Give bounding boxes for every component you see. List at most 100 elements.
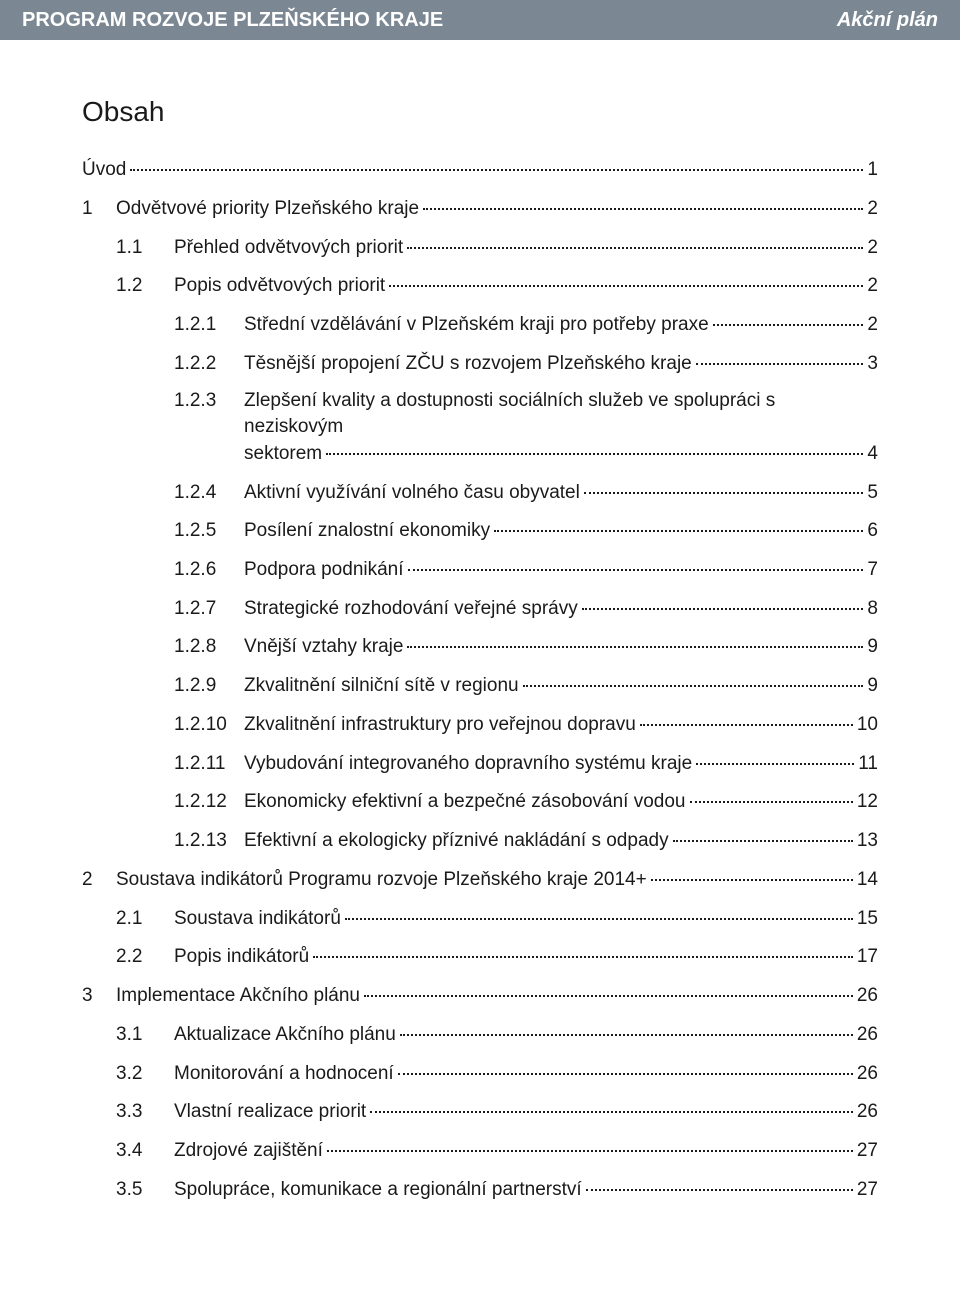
toc-page-number: 11 (858, 751, 878, 777)
toc-row: 3.3Vlastní realizace priorit 26 (82, 1098, 878, 1125)
toc-label: Zdrojové zajištění (174, 1138, 323, 1164)
toc-page-number: 17 (857, 944, 878, 970)
toc-label: Spolupráce, komunikace a regionální part… (174, 1177, 582, 1203)
toc-label: Monitorování a hodnocení (174, 1061, 394, 1087)
toc-number: 1.2.6 (174, 557, 244, 583)
toc-page-number: 9 (867, 673, 878, 699)
toc-row: 1.2.3Zlepšení kvality a dostupnosti soci… (82, 388, 878, 466)
toc-page-number: 12 (857, 789, 878, 815)
toc-label: Zkvalitnění silniční sítě v regionu (244, 673, 519, 699)
toc-row: Úvod 1 (82, 156, 878, 183)
toc-row: 3.1Aktualizace Akčního plánu 26 (82, 1021, 878, 1048)
toc-label: Popis indikátorů (174, 944, 309, 970)
toc-label: Podpora podnikání (244, 557, 404, 583)
toc-label: Odvětvové priority Plzeňského kraje (116, 196, 419, 222)
toc-page-number: 3 (867, 351, 878, 377)
toc-number: 1.2.12 (174, 789, 244, 815)
toc-title: Obsah (82, 96, 878, 128)
toc-page-number: 2 (867, 312, 878, 338)
toc-page-number: 2 (867, 235, 878, 261)
toc-page-number: 14 (857, 867, 878, 893)
toc-number: 2.1 (116, 906, 174, 932)
toc-page-number: 26 (857, 1099, 878, 1125)
toc-leader-dots (494, 513, 863, 532)
toc-leader-dots (696, 346, 864, 365)
toc-row: 1.2.11Vybudování integrovaného dopravníh… (82, 750, 878, 777)
toc-row: 1.2.9Zkvalitnění silniční sítě v regionu… (82, 672, 878, 699)
toc-leader-dots (696, 746, 854, 765)
content-area: Obsah Úvod 11Odvětvové priority Plzeňské… (0, 40, 960, 1202)
toc-number: 2.2 (116, 944, 174, 970)
toc-leader-dots (389, 268, 863, 287)
toc-row: 3Implementace Akčního plánu 26 (82, 982, 878, 1009)
toc-label: Posílení znalostní ekonomiky (244, 518, 490, 544)
toc-leader-dots (423, 191, 863, 210)
toc-number: 1.2.8 (174, 634, 244, 660)
toc-page-number: 2 (867, 273, 878, 299)
toc-page-number: 9 (867, 634, 878, 660)
toc-label: Soustava indikátorů Programu rozvoje Plz… (116, 867, 647, 893)
toc-row: 1.1Přehled odvětvových priorit 2 (82, 233, 878, 260)
toc-label: Soustava indikátorů (174, 906, 341, 932)
toc-number: 1.2.7 (174, 596, 244, 622)
toc-row: 1.2.8Vnější vztahy kraje 9 (82, 633, 878, 660)
toc-label: Aktivní využívání volného času obyvatel (244, 480, 580, 506)
toc-label: Střední vzdělávání v Plzeňském kraji pro… (244, 312, 709, 338)
toc-number: 1.1 (116, 235, 174, 261)
toc-page-number: 27 (857, 1177, 878, 1203)
toc-row: 2.2Popis indikátorů 17 (82, 943, 878, 970)
toc-leader-dots (640, 707, 853, 726)
document-page: PROGRAM ROZVOJE PLZEŇSKÉHO KRAJE Akční p… (0, 0, 960, 1296)
toc-label: Zkvalitnění infrastruktury pro veřejnou … (244, 712, 636, 738)
toc-page-number: 15 (857, 906, 878, 932)
toc-page-number: 10 (857, 712, 878, 738)
toc-row: 1.2.4Aktivní využívání volného času obyv… (82, 478, 878, 505)
toc-number: 1.2.10 (174, 712, 244, 738)
toc-leader-dots (584, 474, 864, 493)
toc-row: 1.2.13Efektivní a ekologicky příznivé na… (82, 827, 878, 854)
toc-page-number: 1 (867, 157, 878, 183)
toc-row: 1.2.6Podpora podnikání 7 (82, 556, 878, 583)
toc-label: Implementace Akčního plánu (116, 983, 360, 1009)
toc-page-number: 6 (867, 518, 878, 544)
toc-row: 1.2.1Střední vzdělávání v Plzeňském kraj… (82, 311, 878, 338)
toc-row: 1Odvětvové priority Plzeňského kraje 2 (82, 195, 878, 222)
toc-leader-dots (364, 978, 853, 997)
toc-row: 2.1Soustava indikátorů 15 (82, 905, 878, 932)
toc-leader-dots (398, 1055, 853, 1074)
toc-number: 1.2.5 (174, 518, 244, 544)
toc-label: Efektivní a ekologicky příznivé nakládán… (244, 828, 669, 854)
toc-leader-dots (313, 939, 853, 958)
table-of-contents: Úvod 11Odvětvové priority Plzeňského kra… (82, 156, 878, 1202)
toc-row: 1.2.12Ekonomicky efektivní a bezpečné zá… (82, 788, 878, 815)
toc-row: 3.4Zdrojové zajištění 27 (82, 1137, 878, 1164)
toc-leader-dots (651, 862, 853, 881)
toc-row: 3.2Monitorování a hodnocení 26 (82, 1059, 878, 1086)
toc-number: 3.4 (116, 1138, 174, 1164)
toc-label: Vybudování integrovaného dopravního syst… (244, 751, 692, 777)
toc-label: Popis odvětvových priorit (174, 273, 385, 299)
toc-label: Úvod (82, 157, 126, 183)
toc-number: 3.5 (116, 1177, 174, 1203)
toc-leader-dots (586, 1172, 853, 1191)
toc-page-number: 13 (857, 828, 878, 854)
toc-label: Těsnější propojení ZČU s rozvojem Plzeňs… (244, 351, 692, 377)
page-header: PROGRAM ROZVOJE PLZEŇSKÉHO KRAJE Akční p… (0, 0, 960, 40)
toc-leader-dots (407, 629, 863, 648)
toc-number: 1.2.3 (174, 388, 244, 414)
toc-number: 3.1 (116, 1022, 174, 1048)
toc-page-number: 27 (857, 1138, 878, 1164)
toc-label-line2: sektorem (244, 441, 322, 467)
toc-number: 3.2 (116, 1061, 174, 1087)
toc-page-number: 5 (867, 480, 878, 506)
toc-leader-dots (713, 307, 864, 326)
toc-number: 1.2 (116, 273, 174, 299)
toc-number: 1 (82, 196, 116, 222)
toc-page-number: 7 (867, 557, 878, 583)
toc-leader-dots (408, 552, 864, 571)
toc-row: 1.2Popis odvětvových priorit 2 (82, 272, 878, 299)
toc-leader-dots (326, 436, 863, 455)
toc-row: 1.2.5Posílení znalostní ekonomiky 6 (82, 517, 878, 544)
toc-number: 1.2.2 (174, 351, 244, 377)
toc-label: Přehled odvětvových priorit (174, 235, 403, 261)
